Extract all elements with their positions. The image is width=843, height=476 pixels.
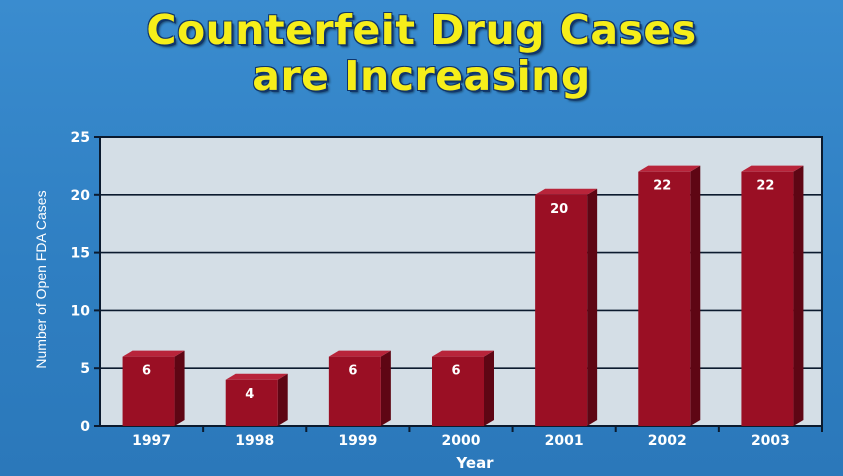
y-tick-label: 5 bbox=[80, 361, 90, 377]
bar-top bbox=[638, 165, 701, 172]
data-label: 6 bbox=[348, 364, 357, 379]
bar-side bbox=[690, 165, 701, 426]
y-tick-label: 20 bbox=[71, 188, 91, 204]
bar-top bbox=[225, 373, 288, 380]
x-tick-label: 2002 bbox=[648, 433, 687, 449]
bar bbox=[122, 356, 175, 426]
bar bbox=[328, 356, 381, 426]
bar-side bbox=[793, 165, 804, 426]
bar-side bbox=[587, 188, 598, 426]
x-tick-label: 1997 bbox=[132, 433, 171, 449]
bar-top bbox=[535, 188, 598, 195]
bar bbox=[225, 379, 278, 426]
x-tick-label: 2001 bbox=[545, 433, 584, 449]
bar-top bbox=[122, 350, 185, 357]
bar bbox=[741, 171, 794, 426]
bar bbox=[432, 356, 484, 426]
x-tick-label: 1998 bbox=[235, 433, 274, 449]
x-tick-label: 2000 bbox=[442, 433, 481, 449]
bar-top bbox=[328, 350, 391, 357]
bar-top bbox=[432, 350, 494, 357]
bar-side bbox=[174, 350, 185, 426]
data-label: 6 bbox=[451, 364, 460, 379]
chart-title-line-2: are Increasing bbox=[252, 52, 591, 100]
y-axis-title: Number of Open FDA Cases bbox=[33, 190, 49, 368]
data-label: 4 bbox=[245, 387, 254, 402]
bar bbox=[638, 171, 691, 426]
data-label: 22 bbox=[756, 179, 774, 194]
y-tick-label: 15 bbox=[71, 246, 90, 262]
bar-side bbox=[277, 373, 288, 426]
x-tick-label: 1999 bbox=[338, 433, 377, 449]
bar-side bbox=[380, 350, 391, 426]
bar bbox=[535, 194, 588, 426]
x-tick-label: 2003 bbox=[751, 433, 790, 449]
x-axis-title: Year bbox=[455, 454, 494, 472]
chart-title-line-1: Counterfeit Drug Cases bbox=[146, 6, 697, 54]
y-tick-label: 0 bbox=[80, 419, 90, 435]
data-label: 20 bbox=[550, 202, 568, 217]
data-label: 22 bbox=[653, 179, 671, 194]
bar-top bbox=[741, 165, 804, 172]
y-tick-label: 10 bbox=[71, 303, 91, 319]
data-label: 6 bbox=[142, 364, 151, 379]
y-tick-label: 25 bbox=[71, 130, 90, 146]
bar-side bbox=[484, 350, 494, 426]
